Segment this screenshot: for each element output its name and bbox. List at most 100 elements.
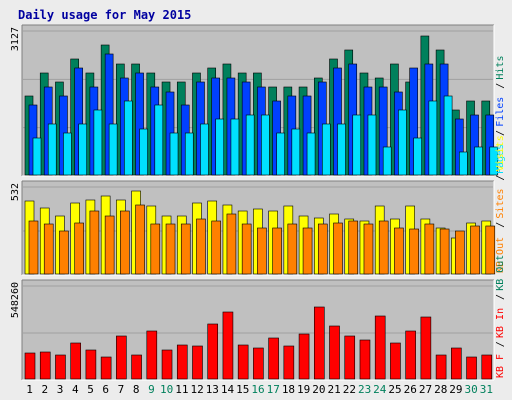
bar-sites-day-31 bbox=[485, 225, 496, 275]
bar-pages-day-1 bbox=[32, 137, 42, 176]
bar-pages-day-8 bbox=[139, 128, 148, 176]
x-tick-label-day-16: 16 bbox=[251, 383, 264, 396]
bar-pages-day-15 bbox=[245, 114, 255, 176]
legend-middle: KB Out / Sites / Visits bbox=[495, 135, 506, 273]
x-tick-label-day-18: 18 bbox=[282, 383, 295, 396]
bar-sites-day-12 bbox=[196, 218, 206, 275]
bar-kb_in-day-30 bbox=[466, 356, 477, 380]
bar-pages-day-21 bbox=[337, 123, 346, 176]
legend-label-sites: Sites bbox=[495, 188, 506, 218]
bar-kb_in-day-3 bbox=[55, 354, 66, 380]
x-tick-label-day-22: 22 bbox=[343, 383, 356, 396]
panel-top: 3127 bbox=[10, 24, 499, 177]
bar-kb_in-day-18 bbox=[283, 345, 295, 380]
bar-pages-day-29 bbox=[459, 151, 468, 176]
legend-label-pages: Pages bbox=[495, 144, 506, 174]
legend-label-kb-out: KB Out bbox=[495, 237, 506, 273]
x-tick-label-day-7: 7 bbox=[118, 383, 125, 396]
bar-kb_in-day-29 bbox=[451, 347, 462, 380]
bar-kb_in-day-17 bbox=[268, 337, 279, 380]
bar-pages-day-5 bbox=[93, 109, 103, 176]
bar-sites-day-5 bbox=[89, 210, 100, 275]
bar-kb_in-day-31 bbox=[481, 354, 493, 380]
bar-sites-day-16 bbox=[257, 227, 267, 275]
bar-sites-day-29 bbox=[455, 230, 465, 275]
bar-sites-day-10 bbox=[165, 223, 176, 275]
x-tick-label-day-8: 8 bbox=[133, 383, 140, 396]
legend-label-kb-in: KB In bbox=[495, 308, 506, 338]
bar-sites-day-28 bbox=[439, 228, 450, 275]
bar-pages-day-10 bbox=[169, 132, 179, 176]
x-tick-label-day-26: 26 bbox=[404, 383, 417, 396]
panel-middle-ymax-label: 532 bbox=[10, 183, 21, 201]
bar-pages-day-31 bbox=[489, 146, 499, 176]
bar-kb_in-day-15 bbox=[237, 344, 249, 380]
bar-pages-day-17 bbox=[276, 132, 285, 176]
bar-kb_in-day-10 bbox=[161, 349, 173, 380]
bar-pages-day-19 bbox=[306, 132, 316, 176]
bar-sites-day-8 bbox=[135, 204, 145, 275]
legend-label-kb-f: KB F bbox=[495, 354, 506, 378]
bar-sites-day-13 bbox=[211, 220, 222, 275]
bar-kb_in-day-21 bbox=[329, 325, 340, 380]
bar-sites-day-23 bbox=[363, 223, 374, 275]
x-tick-label-day-27: 27 bbox=[419, 383, 432, 396]
bar-kb_in-day-26 bbox=[405, 330, 416, 380]
bar-pages-day-4 bbox=[78, 123, 87, 176]
bar-pages-day-26 bbox=[413, 137, 422, 176]
bar-kb_in-day-5 bbox=[85, 349, 97, 380]
x-tick-label-day-30: 30 bbox=[465, 383, 478, 396]
bar-pages-day-18 bbox=[291, 128, 301, 176]
legend-label-visits: Visits bbox=[495, 135, 506, 171]
bar-pages-day-30 bbox=[474, 146, 483, 176]
bar-sites-day-4 bbox=[74, 222, 84, 275]
bar-sites-day-26 bbox=[409, 228, 419, 275]
bar-kb_in-day-8 bbox=[131, 354, 142, 380]
bar-sites-day-25 bbox=[394, 227, 404, 275]
bar-kb_in-day-6 bbox=[100, 356, 112, 380]
bar-sites-day-7 bbox=[120, 210, 130, 275]
x-tick-label-day-2: 2 bbox=[42, 383, 49, 396]
legend-separator: / bbox=[495, 83, 506, 89]
x-tick-label-day-1: 1 bbox=[26, 383, 33, 396]
bar-pages-day-13 bbox=[215, 118, 225, 176]
x-tick-label-day-23: 23 bbox=[358, 383, 371, 396]
bar-kb_in-day-1 bbox=[24, 352, 36, 380]
x-tick-label-day-20: 20 bbox=[312, 383, 325, 396]
x-tick-label-day-4: 4 bbox=[72, 383, 79, 396]
bar-pages-day-14 bbox=[230, 118, 240, 176]
x-tick-label-day-14: 14 bbox=[221, 383, 235, 396]
bar-kb_in-day-23 bbox=[359, 339, 371, 380]
bar-pages-day-27 bbox=[428, 100, 438, 176]
bar-kb_in-day-2 bbox=[39, 351, 51, 380]
legend-label-files: Files bbox=[495, 97, 506, 127]
bar-kb_in-day-9 bbox=[146, 330, 158, 380]
chart-panels: 3127 532 548260 bbox=[10, 24, 499, 381]
bar-kb_in-day-12 bbox=[192, 345, 203, 380]
bar-kb_in-day-7 bbox=[116, 335, 127, 380]
bar-kb_in-day-4 bbox=[70, 342, 81, 380]
chart-title: Daily usage for May 2015 bbox=[18, 8, 191, 22]
bar-sites-day-18 bbox=[287, 223, 298, 275]
legend-label-kb-out: KB Out bbox=[495, 255, 506, 291]
panel-middle: 532 bbox=[10, 180, 496, 276]
x-tick-label-day-11: 11 bbox=[175, 383, 188, 396]
bar-sites-day-30 bbox=[470, 225, 480, 275]
bar-kb_in-day-27 bbox=[420, 316, 432, 380]
legend-separator: / bbox=[495, 294, 506, 300]
bar-kb_in-day-22 bbox=[344, 335, 356, 380]
x-tick-label-day-6: 6 bbox=[102, 383, 109, 396]
legend-separator: / bbox=[495, 175, 506, 181]
x-tick-label-day-31: 31 bbox=[480, 383, 493, 396]
bar-sites-day-3 bbox=[59, 230, 69, 275]
bar-sites-day-20 bbox=[317, 223, 328, 275]
bar-sites-day-22 bbox=[348, 220, 359, 275]
bar-kb_in-day-25 bbox=[390, 342, 401, 380]
bar-pages-day-28 bbox=[443, 95, 453, 176]
legend-top: Pages / Files / Hits bbox=[495, 56, 506, 174]
bar-pages-day-24 bbox=[382, 146, 392, 176]
panel-top-ymax-label: 3127 bbox=[10, 27, 21, 51]
x-tick-label-day-17: 17 bbox=[267, 383, 280, 396]
